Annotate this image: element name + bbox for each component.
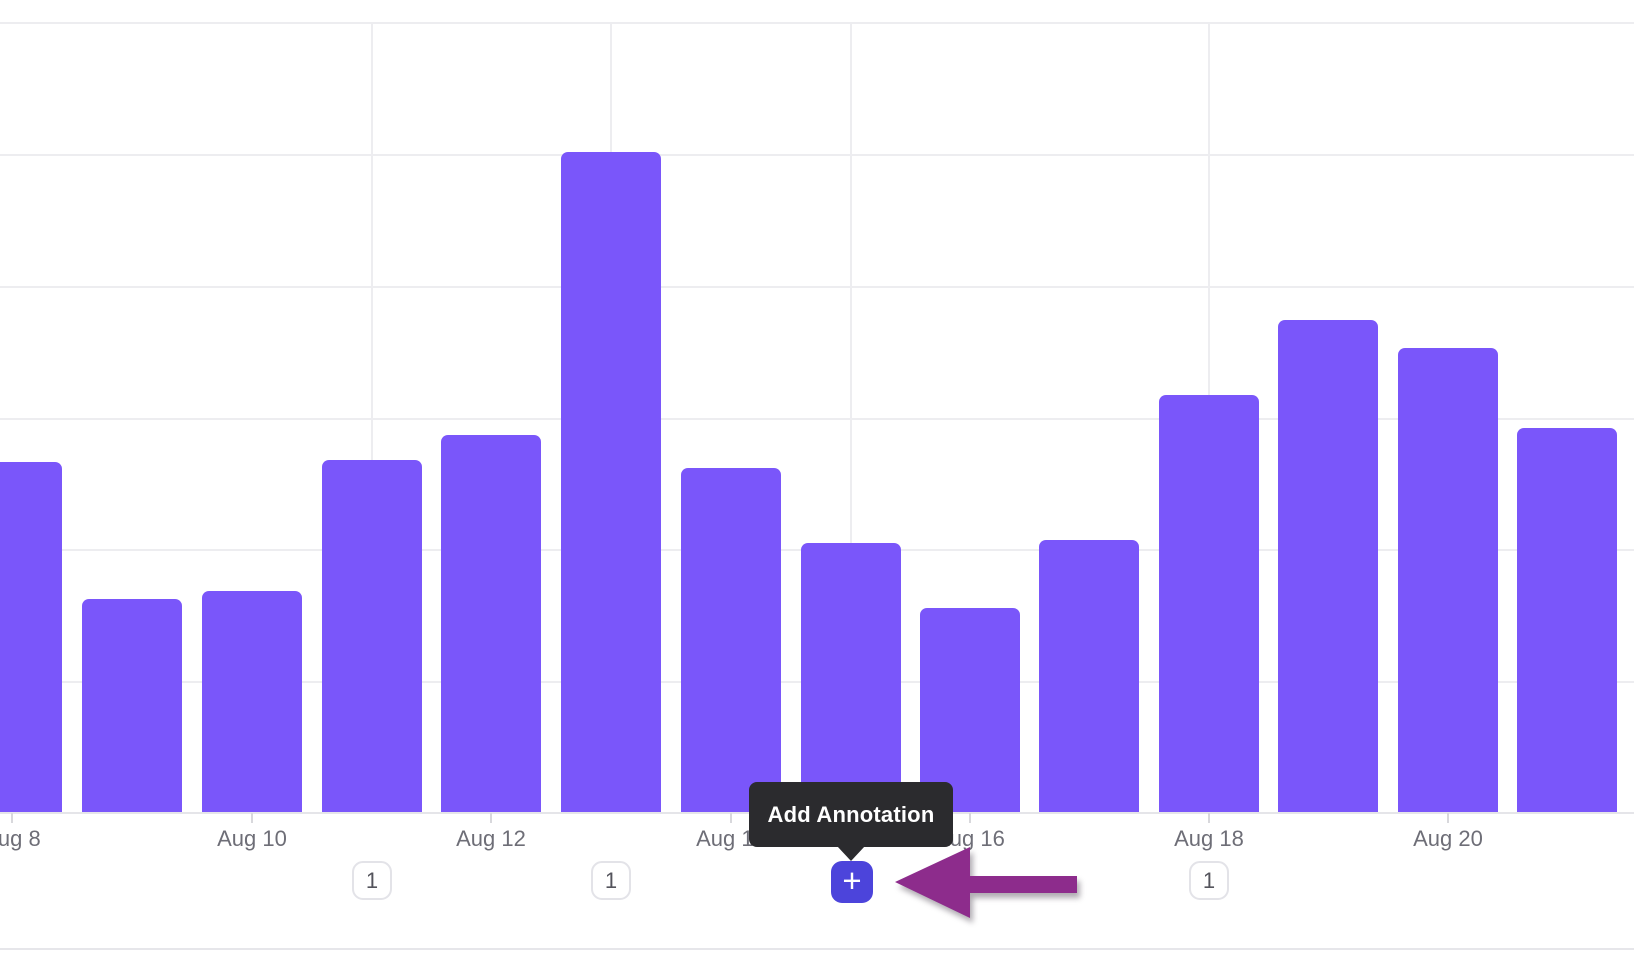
chart-bar[interactable] [801, 543, 901, 812]
h-gridline [0, 154, 1634, 156]
x-axis-tick [11, 813, 13, 823]
add-annotation-tooltip: Add Annotation [749, 782, 953, 861]
chart-bar[interactable] [202, 591, 302, 812]
x-axis-tick [969, 813, 971, 823]
x-axis-label: Aug 18 [1174, 826, 1244, 851]
x-axis-label: Aug 8 [0, 826, 41, 851]
annotation-date-line [850, 22, 852, 812]
h-gridline [0, 22, 1634, 24]
h-gridline [0, 418, 1634, 420]
chart-bar[interactable] [1159, 395, 1259, 812]
x-axis-tick [730, 813, 732, 823]
chart-bar[interactable] [1278, 320, 1378, 812]
tooltip-label: Add Annotation [767, 801, 935, 827]
chart-bar[interactable] [322, 460, 422, 812]
chart-bar[interactable] [681, 468, 781, 812]
chart-bar[interactable] [920, 608, 1020, 812]
annotation-count-badge[interactable]: 1 [352, 861, 392, 900]
chart-bar[interactable] [0, 462, 62, 812]
annotation-count-badge[interactable]: 1 [1189, 861, 1229, 900]
chart-bar[interactable] [1039, 540, 1139, 812]
x-axis-tick [1447, 813, 1449, 823]
annotation-date-line [371, 22, 373, 812]
h-gridline [0, 286, 1634, 288]
plus-icon: + [842, 862, 862, 899]
add-annotation-button[interactable]: + [831, 861, 873, 903]
x-axis-label: Aug 10 [217, 826, 287, 851]
tooltip-caret [837, 846, 865, 861]
x-axis-tick [490, 813, 492, 823]
chart-bar[interactable] [561, 152, 661, 812]
bottom-divider [0, 948, 1634, 950]
x-axis-tick [251, 813, 253, 823]
x-axis-tick [1208, 813, 1210, 823]
chart-bar[interactable] [441, 435, 541, 812]
annotation-count-badge[interactable]: 1 [591, 861, 631, 900]
chart-bar[interactable] [1517, 428, 1617, 812]
x-axis-label: Aug 12 [456, 826, 526, 851]
chart-bar[interactable] [82, 599, 182, 812]
chart-bar[interactable] [1398, 348, 1498, 812]
x-axis-label: Aug 20 [1413, 826, 1483, 851]
